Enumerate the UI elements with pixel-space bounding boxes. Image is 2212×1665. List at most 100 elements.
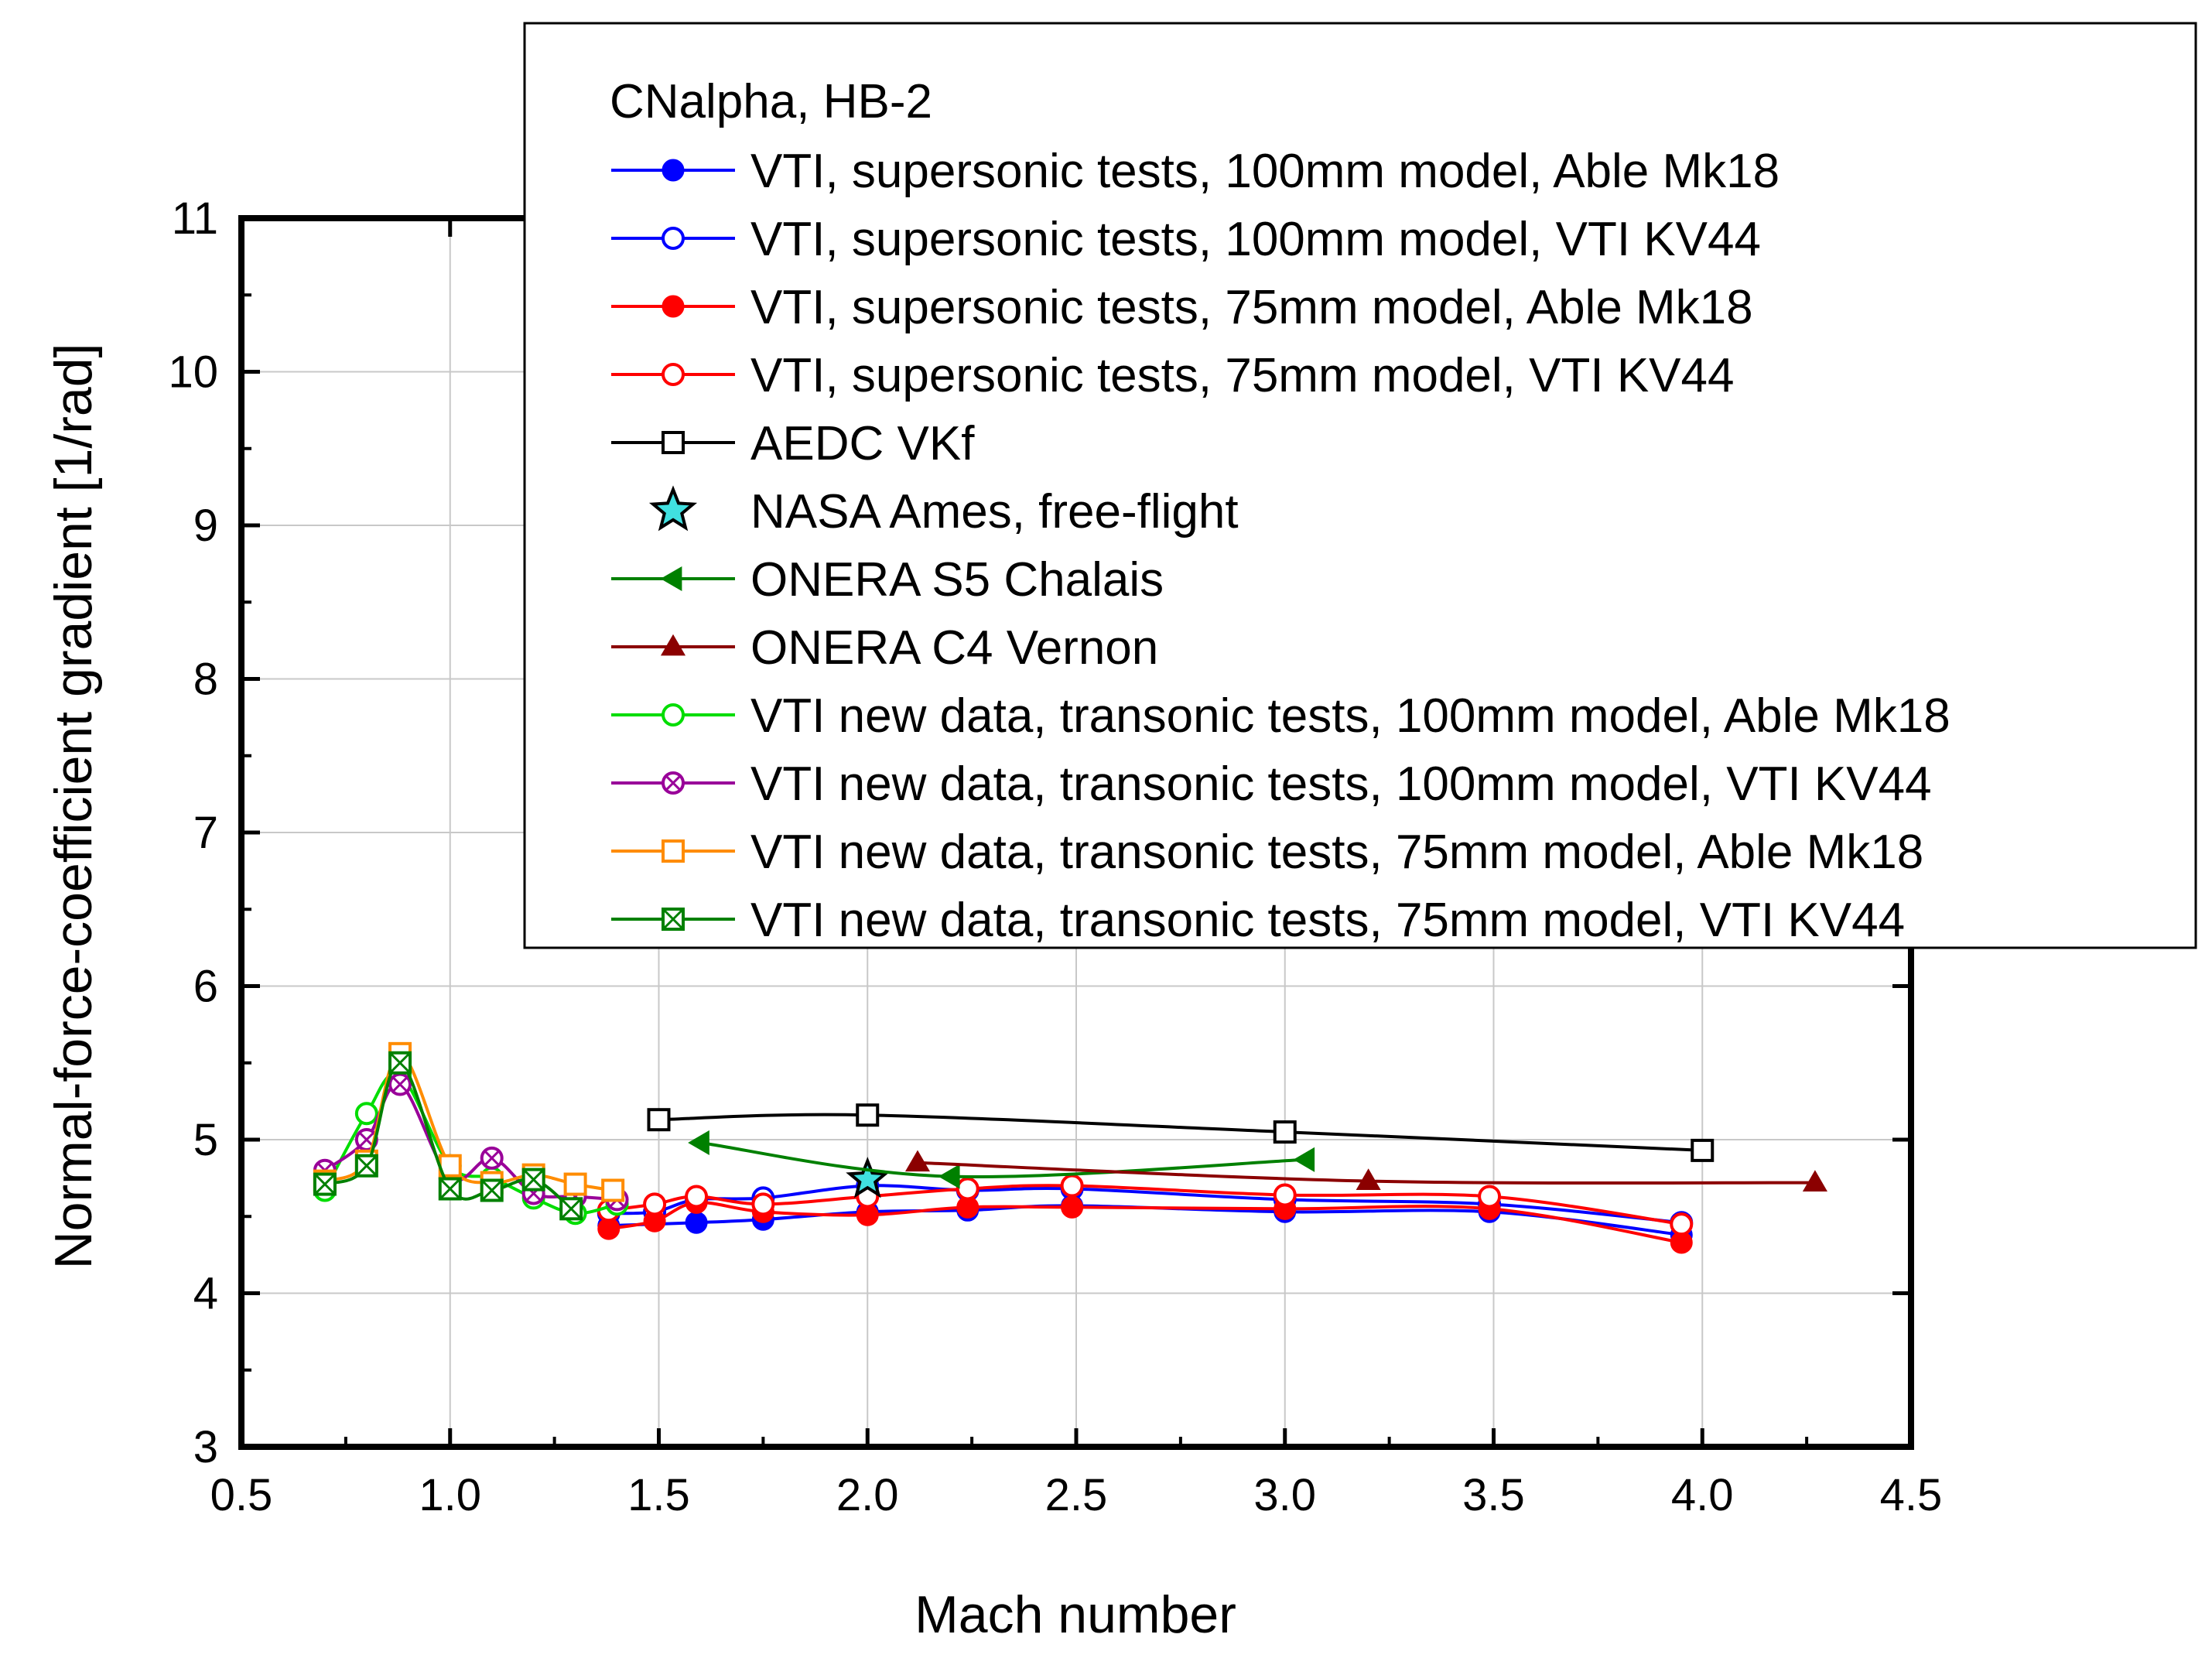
legend-label: VTI, supersonic tests, 100mm model, Able… bbox=[750, 145, 1780, 198]
data-point bbox=[685, 1211, 708, 1234]
data-point bbox=[1273, 1120, 1297, 1144]
y-tick-label: 10 bbox=[168, 347, 218, 398]
point-marker bbox=[662, 159, 685, 182]
series-aedc-vkf bbox=[647, 1103, 1715, 1162]
legend-entry: VTI new data, transonic tests, 75mm mode… bbox=[611, 894, 1905, 947]
point-marker bbox=[601, 1178, 625, 1202]
y-tick-label: 6 bbox=[193, 962, 218, 1012]
point-marker bbox=[1691, 1138, 1715, 1162]
point-marker bbox=[563, 1172, 587, 1196]
legend-entry: VTI new data, transonic tests, 75mm mode… bbox=[611, 826, 1923, 879]
point-marker-cross bbox=[662, 908, 685, 931]
data-point bbox=[438, 1177, 462, 1201]
data-point bbox=[904, 1150, 931, 1172]
point-marker bbox=[662, 363, 685, 386]
data-point bbox=[662, 363, 685, 386]
series-line bbox=[700, 1140, 1306, 1179]
point-marker bbox=[856, 1103, 880, 1127]
data-point bbox=[648, 485, 698, 532]
legend-label: ONERA S5 Chalais bbox=[750, 553, 1164, 607]
x-tick-label: 3.0 bbox=[1253, 1470, 1316, 1520]
data-point bbox=[480, 1178, 504, 1202]
point-marker-cross bbox=[522, 1168, 545, 1191]
point-marker-cross bbox=[391, 1076, 409, 1092]
legend-entry: VTI, supersonic tests, 100mm model, Able… bbox=[611, 145, 1780, 198]
point-marker-cross bbox=[355, 1154, 378, 1177]
point-marker bbox=[662, 431, 685, 454]
point-marker bbox=[643, 1192, 667, 1216]
point-marker-cross bbox=[313, 1173, 336, 1195]
point-marker bbox=[1060, 1174, 1084, 1198]
data-point bbox=[388, 1051, 412, 1075]
series-onera-s5-chalais bbox=[688, 1130, 1315, 1189]
legend-entry: ONERA C4 Vernon bbox=[611, 621, 1158, 675]
point-marker bbox=[660, 634, 686, 656]
point-marker bbox=[662, 227, 685, 250]
point-marker bbox=[1802, 1170, 1827, 1191]
data-point bbox=[856, 1103, 880, 1127]
y-tick-label: 4 bbox=[193, 1269, 218, 1319]
data-point bbox=[643, 1192, 667, 1216]
data-point bbox=[846, 1157, 890, 1198]
legend-label: VTI, supersonic tests, 75mm model, VTI K… bbox=[750, 349, 1734, 402]
legend-entry: VTI new data, transonic tests, 100mm mod… bbox=[611, 689, 1950, 743]
y-tick-label: 5 bbox=[193, 1115, 218, 1165]
y-axis-title: Normal-force-coefficient gradient [1/rad… bbox=[44, 344, 103, 1270]
data-point bbox=[647, 1108, 671, 1132]
point-marker bbox=[1061, 1195, 1084, 1219]
point-marker-cross bbox=[388, 1051, 412, 1074]
data-point bbox=[1670, 1212, 1694, 1236]
legend-label: VTI new data, transonic tests, 75mm mode… bbox=[750, 826, 1923, 879]
legend-entry: VTI, supersonic tests, 100mm model, VTI … bbox=[611, 213, 1761, 266]
point-marker bbox=[648, 485, 698, 532]
point-marker-cross bbox=[439, 1178, 461, 1200]
y-tick-label: 8 bbox=[193, 655, 218, 705]
x-tick-label: 2.5 bbox=[1045, 1470, 1108, 1520]
point-marker bbox=[662, 839, 685, 863]
data-point bbox=[563, 1172, 587, 1196]
data-point bbox=[313, 1172, 337, 1196]
x-tick-label: 3.5 bbox=[1462, 1470, 1525, 1520]
data-point bbox=[956, 1177, 980, 1201]
legend-title: CNalpha, HB-2 bbox=[610, 75, 932, 128]
data-point bbox=[601, 1178, 625, 1202]
point-marker bbox=[685, 1211, 708, 1234]
legend-entry: VTI, supersonic tests, 75mm model, VTI K… bbox=[611, 349, 1734, 402]
point-marker bbox=[354, 1102, 378, 1126]
data-point bbox=[660, 566, 682, 592]
legend-entry: VTI, supersonic tests, 75mm model, Able … bbox=[611, 281, 1753, 334]
series-nasa-ames-free-flight bbox=[846, 1157, 890, 1198]
point-marker-cross bbox=[480, 1179, 503, 1202]
y-tick-label: 3 bbox=[193, 1422, 218, 1472]
y-tick-label: 11 bbox=[172, 193, 218, 244]
point-marker bbox=[846, 1157, 890, 1198]
legend-label: VTI new data, transonic tests, 100mm mod… bbox=[750, 757, 1932, 811]
legend-label: VTI new data, transonic tests, 75mm mode… bbox=[750, 894, 1905, 947]
data-point bbox=[1356, 1168, 1381, 1190]
legend-label: AEDC VKf bbox=[750, 417, 975, 470]
x-tick-label: 4.5 bbox=[1880, 1470, 1943, 1520]
legend-entry: ONERA S5 Chalais bbox=[611, 553, 1164, 607]
x-axis-title: Mach number bbox=[915, 1585, 1236, 1644]
point-marker bbox=[662, 703, 685, 727]
legend-box bbox=[523, 22, 2197, 949]
point-marker bbox=[751, 1192, 775, 1216]
point-marker bbox=[904, 1150, 931, 1172]
point-marker-cross bbox=[484, 1150, 500, 1166]
point-marker-cross bbox=[665, 774, 682, 791]
data-point bbox=[662, 159, 685, 182]
legend-entry: NASA Ames, free-flight bbox=[648, 485, 1239, 538]
data-point bbox=[438, 1154, 462, 1178]
series-line bbox=[658, 1113, 1703, 1152]
data-point bbox=[660, 634, 686, 656]
data-point bbox=[521, 1168, 545, 1191]
data-point bbox=[354, 1154, 378, 1178]
legend-label: VTI, supersonic tests, 75mm model, Able … bbox=[750, 281, 1753, 334]
y-tick-label: 9 bbox=[193, 501, 218, 551]
x-tick-label: 1.0 bbox=[419, 1470, 481, 1520]
point-marker bbox=[1478, 1185, 1502, 1209]
x-tick-label: 4.0 bbox=[1671, 1470, 1734, 1520]
point-marker bbox=[688, 1130, 709, 1156]
series-onera-c4-vernon bbox=[904, 1150, 1827, 1191]
